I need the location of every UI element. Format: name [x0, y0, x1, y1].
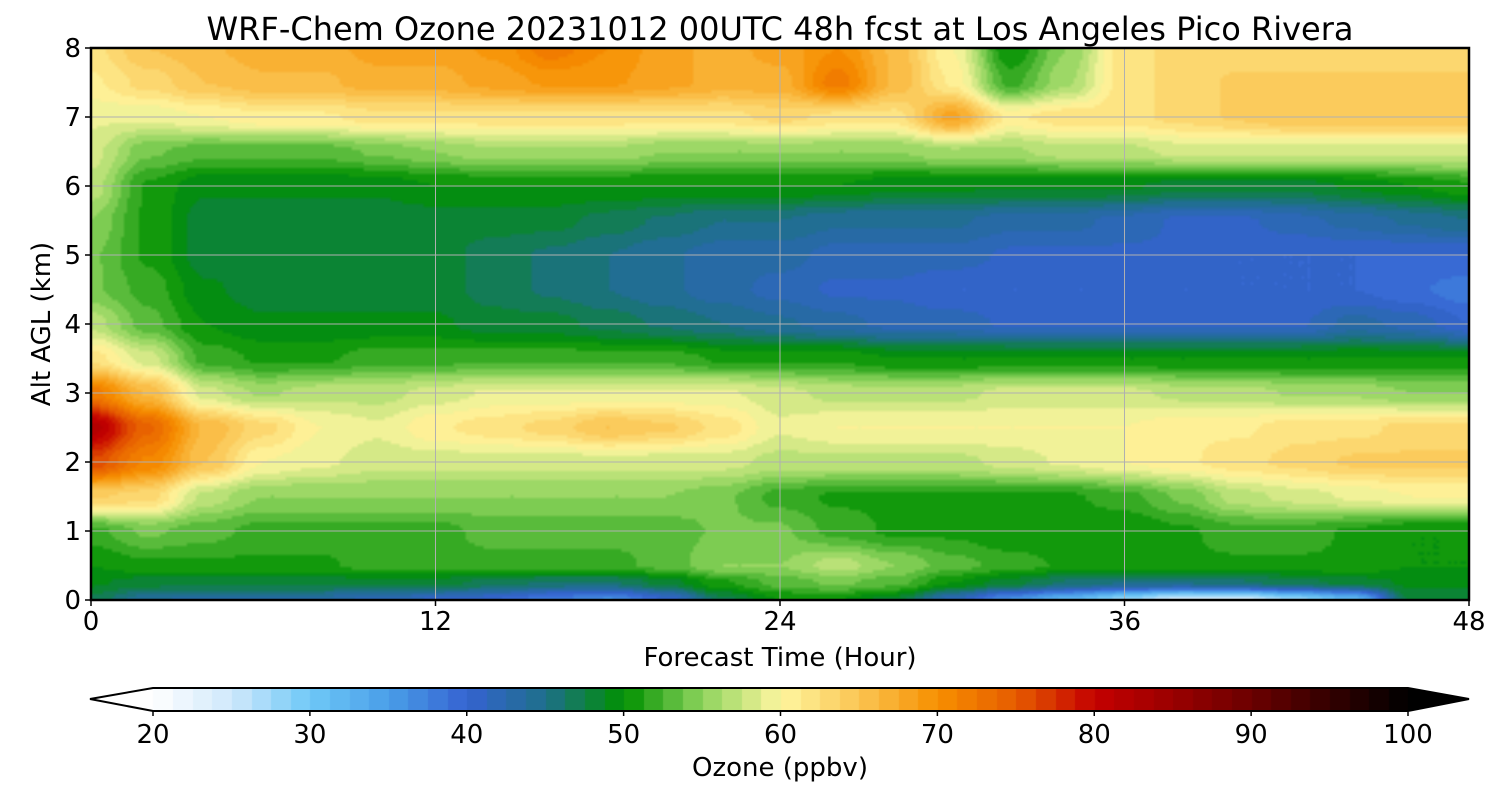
y-tick-label: 8 — [64, 34, 81, 64]
colorbar-tick-label: 20 — [136, 720, 169, 750]
colorbar-tick-label: 40 — [450, 720, 483, 750]
colorbar-tick-label: 50 — [607, 720, 640, 750]
colorbar-gradient — [90, 688, 1469, 711]
colorbar-tick-label: 30 — [293, 720, 326, 750]
colorbar-ticks: 20 30 40 50 60 70 80 90 100 — [136, 711, 1433, 750]
x-axis-label: Forecast Time (Hour) — [643, 643, 916, 673]
y-tick-label: 4 — [64, 310, 81, 340]
colorbar-tick-label: 80 — [1078, 720, 1111, 750]
x-tick-label: 12 — [419, 607, 452, 637]
y-tick-label: 2 — [64, 448, 81, 478]
y-tick-label: 3 — [64, 379, 81, 409]
y-tick-label: 5 — [64, 241, 81, 271]
colorbar-tick-label: 90 — [1235, 720, 1268, 750]
colorbar-tick-label: 70 — [921, 720, 954, 750]
colorbar-tick-label: 100 — [1383, 720, 1433, 750]
y-tick-label: 7 — [64, 103, 81, 133]
x-axis: 0 12 24 36 48 — [83, 600, 1486, 637]
colorbar: 20 30 40 50 60 70 80 90 100 Ozone (ppbv) — [89, 687, 1470, 783]
y-axis: 0 1 2 3 4 5 6 7 8 — [64, 34, 91, 616]
x-tick-label: 24 — [763, 607, 796, 637]
colorbar-label: Ozone (ppbv) — [692, 753, 868, 783]
x-tick-label: 0 — [83, 607, 100, 637]
colorbar-tick-label: 60 — [764, 720, 797, 750]
x-tick-label: 36 — [1108, 607, 1141, 637]
y-axis-label: Alt AGL (km) — [27, 242, 57, 406]
x-tick-label: 48 — [1452, 607, 1485, 637]
chart-title: WRF-Chem Ozone 20231012 00UTC 48h fcst a… — [207, 10, 1354, 48]
y-tick-label: 6 — [64, 172, 81, 202]
y-tick-label: 1 — [64, 517, 81, 547]
y-tick-label: 0 — [64, 586, 81, 616]
